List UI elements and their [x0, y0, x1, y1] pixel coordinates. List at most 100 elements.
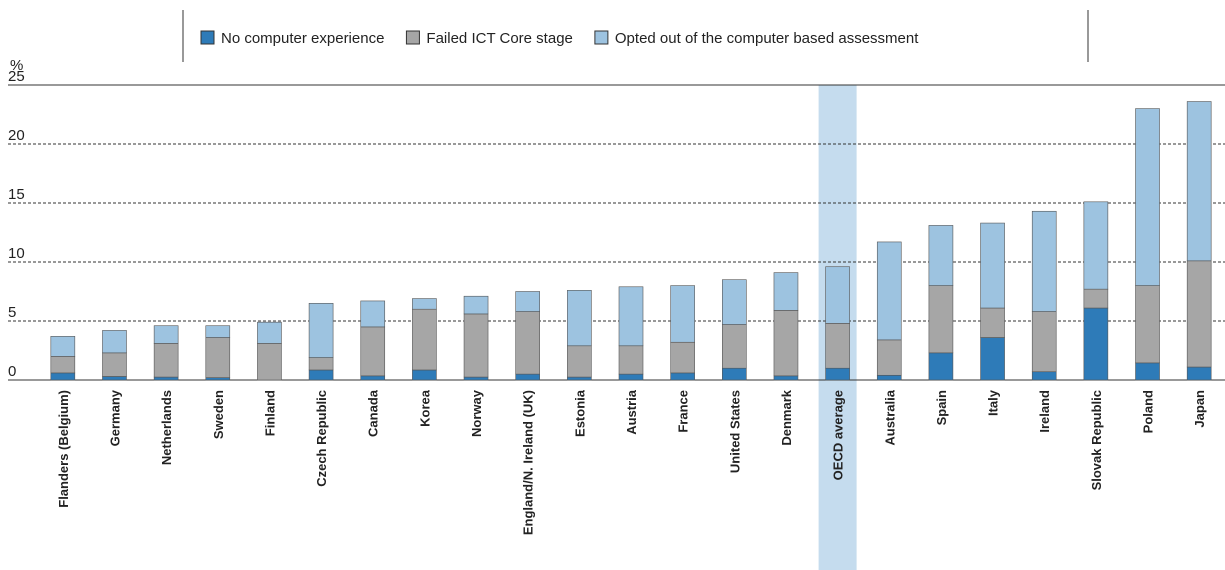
bar-segment	[360, 326, 386, 377]
bar-segment	[102, 330, 127, 354]
bar-segment	[1083, 288, 1109, 309]
bar-segment	[773, 375, 799, 381]
bar-segment	[670, 285, 695, 343]
bar-segment	[308, 369, 334, 381]
x-tick-label: Estonia	[572, 389, 587, 437]
bar-segment	[412, 369, 437, 381]
bar-segment	[1083, 201, 1109, 290]
legend-label: Failed ICT Core stage	[426, 30, 572, 47]
bar-segment	[618, 286, 644, 347]
bar-segment	[1083, 307, 1109, 381]
x-tick-label: United States	[727, 390, 742, 473]
x-tick-label: Germany	[107, 389, 122, 446]
bar-segment	[463, 376, 489, 381]
legend-label: No computer experience	[221, 30, 384, 47]
x-tick-label: Finland	[262, 390, 277, 436]
bar-segment	[928, 285, 954, 354]
bar-segment	[257, 321, 282, 344]
bar-segment	[773, 272, 799, 311]
y-tick-label: 0	[8, 363, 16, 380]
bar-segment	[618, 373, 644, 381]
bar-segment	[463, 313, 489, 378]
bar-segment	[50, 336, 76, 357]
bar-segment	[205, 337, 231, 378]
bar-segment	[153, 325, 179, 344]
bar-segment	[928, 352, 954, 381]
bar-segment	[1031, 371, 1057, 381]
bar-segment	[205, 325, 231, 338]
x-tick-label: OECD average	[831, 390, 846, 480]
bar-segment	[980, 307, 1005, 338]
bar-segment	[412, 298, 437, 310]
bar-segment	[1186, 101, 1212, 262]
bar-segment	[567, 345, 592, 378]
bar-segment	[1135, 285, 1160, 364]
legend-label: Opted out of the computer based assessme…	[615, 30, 919, 47]
bar-segment	[308, 302, 334, 358]
bar-segment	[50, 372, 76, 381]
bar-segment	[876, 339, 902, 376]
bar-segment	[722, 324, 747, 369]
bar-segment	[670, 341, 695, 374]
bar-segment	[360, 300, 386, 328]
bar-segment	[1031, 210, 1057, 312]
y-tick-label: 5	[8, 304, 16, 321]
bar-segment	[825, 323, 850, 369]
bar-segment	[257, 343, 282, 381]
legend-swatch	[594, 30, 609, 45]
x-tick-label: Korea	[417, 389, 432, 427]
x-tick-label: Netherlands	[159, 390, 174, 465]
x-tick-label: Sweden	[211, 390, 226, 439]
bar-segment	[308, 357, 334, 371]
bar-segment	[825, 266, 850, 324]
y-tick-label: 25	[8, 68, 25, 85]
legend-swatch	[405, 30, 420, 45]
x-tick-label: Japan	[1192, 390, 1207, 428]
bar-segment	[1186, 260, 1212, 368]
x-tick-label: Poland	[1141, 390, 1156, 433]
bar-segment	[1186, 366, 1212, 381]
x-tick-label: Slovak Republic	[1089, 390, 1104, 490]
bar-segment	[980, 222, 1005, 309]
bar-segment	[773, 310, 799, 377]
bar-segment	[515, 291, 540, 312]
bar-segment	[670, 372, 695, 381]
x-tick-label: Italy	[986, 389, 1001, 416]
x-tick-label: Austria	[624, 389, 639, 435]
bar-segment	[567, 290, 592, 347]
bar-segment	[515, 311, 540, 375]
x-tick-label: England/N. Ireland (UK)	[521, 390, 536, 535]
x-tick-label: Canada	[366, 389, 381, 437]
legend-swatch	[200, 30, 215, 45]
bar-segment	[153, 343, 179, 378]
bar-segment	[928, 225, 954, 286]
bar-segment	[515, 373, 540, 381]
bar-segment	[567, 376, 592, 381]
bar-segment	[1031, 311, 1057, 373]
bar-segment	[1135, 362, 1160, 381]
bar-segment	[1135, 108, 1160, 286]
bar-segment	[153, 376, 179, 381]
x-tick-label: Australia	[882, 389, 897, 445]
x-tick-label: Czech Republic	[314, 390, 329, 487]
bar-segment	[825, 367, 850, 381]
bar-segment	[102, 352, 127, 377]
x-tick-label: Spain	[934, 390, 949, 425]
bar-segment	[205, 377, 231, 381]
y-tick-label: 15	[8, 186, 25, 203]
y-tick-label: 10	[8, 245, 25, 262]
x-tick-label: Ireland	[1037, 390, 1052, 433]
y-tick-label: 20	[8, 127, 25, 144]
x-tick-label: Norway	[469, 389, 484, 437]
bar-segment	[876, 374, 902, 381]
bar-segment	[722, 367, 747, 381]
bar-segment	[412, 308, 437, 371]
bar-segment	[876, 241, 902, 341]
bar-segment	[463, 295, 489, 315]
bar-segment	[980, 337, 1005, 381]
bar-segment	[722, 279, 747, 325]
x-tick-label: Flanders (Belgium)	[56, 390, 71, 508]
bar-segment	[618, 345, 644, 375]
x-tick-label: Denmark	[779, 389, 794, 445]
